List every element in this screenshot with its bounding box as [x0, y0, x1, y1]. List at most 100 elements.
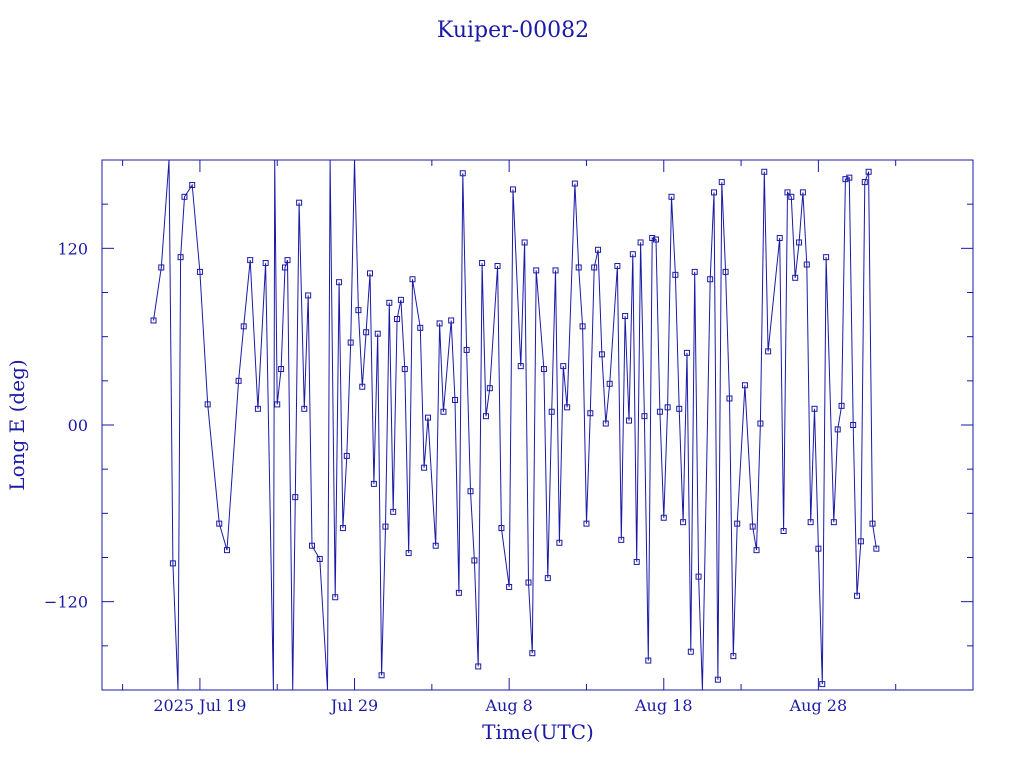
- data-point: [177, 254, 184, 261]
- data-point: [629, 251, 636, 258]
- data-point: [409, 276, 416, 283]
- data-point: [510, 186, 517, 193]
- data-point: [254, 405, 261, 412]
- data-point: [807, 519, 814, 526]
- data-point: [741, 382, 748, 389]
- data-point: [618, 536, 625, 543]
- data-point: [730, 653, 737, 660]
- data-point: [486, 385, 493, 392]
- data-point: [668, 193, 675, 200]
- data-point: [830, 519, 837, 526]
- data-point: [363, 329, 370, 336]
- data-point: [529, 650, 536, 657]
- data-point: [749, 523, 756, 530]
- data-point: [494, 263, 501, 269]
- data-point: [765, 348, 772, 355]
- x-tick-label: Aug 28: [789, 696, 848, 715]
- data-point: [506, 583, 513, 590]
- data-point: [235, 377, 242, 384]
- data-point: [552, 267, 559, 274]
- data-point: [374, 330, 381, 337]
- data-point: [714, 676, 721, 683]
- data-point: [455, 589, 462, 596]
- data-point: [602, 420, 609, 427]
- data-point: [359, 383, 366, 390]
- data-point: [301, 405, 308, 412]
- data-point: [850, 422, 857, 428]
- data-point: [247, 257, 254, 264]
- data-point: [637, 239, 644, 246]
- x-tick-label: 2025 Jul 19: [153, 696, 246, 715]
- data-point: [448, 317, 455, 324]
- data-point: [788, 193, 795, 200]
- x-tick-label: Aug 18: [634, 696, 693, 715]
- data-point: [587, 410, 594, 417]
- data-point: [575, 264, 582, 271]
- data-point: [757, 420, 764, 427]
- data-point: [676, 405, 683, 412]
- data-point: [695, 573, 702, 580]
- data-point: [475, 663, 482, 670]
- data-point: [819, 681, 826, 688]
- data-point: [240, 323, 247, 330]
- data-point: [284, 257, 291, 264]
- data-point: [842, 176, 849, 183]
- data-point: [606, 380, 613, 387]
- data-point: [292, 494, 299, 501]
- x-axis-label: Time(UTC): [482, 720, 594, 744]
- data-point: [316, 555, 323, 562]
- data-point: [811, 405, 818, 412]
- data-point: [355, 307, 362, 314]
- data-point: [799, 189, 806, 196]
- data-point: [517, 363, 524, 370]
- data-point: [649, 235, 656, 242]
- data-point: [540, 366, 547, 373]
- data-point: [525, 579, 532, 586]
- data-point: [467, 488, 474, 495]
- data-point: [436, 320, 443, 327]
- data-point: [579, 323, 586, 330]
- x-axis-ticks: 2025 Jul 19 Jul 29 Aug 8 Aug 18 Aug 28: [122, 160, 897, 715]
- data-point: [498, 525, 505, 532]
- data-point: [463, 346, 470, 353]
- data-point: [397, 296, 404, 303]
- data-point: [595, 246, 602, 253]
- data-point: [660, 514, 667, 521]
- data-point: [734, 520, 741, 527]
- data-point: [583, 520, 590, 527]
- y-axis-ticks: 120 00 −120: [44, 203, 973, 647]
- y-tick-label: −120: [44, 593, 88, 612]
- series-line: [153, 160, 877, 690]
- data-point: [761, 168, 768, 175]
- data-point: [274, 401, 281, 408]
- data-point: [459, 170, 466, 177]
- data-point: [309, 542, 316, 549]
- data-point: [421, 464, 428, 471]
- data-point: [633, 558, 640, 565]
- data-point: [776, 235, 783, 242]
- data-point: [846, 174, 853, 181]
- data-point: [861, 179, 868, 186]
- data-point: [417, 324, 424, 331]
- data-point: [687, 648, 694, 655]
- data-point: [683, 349, 690, 356]
- plot-frame: [101, 159, 974, 691]
- data-point: [544, 575, 551, 582]
- data-point: [367, 270, 373, 277]
- series: [150, 160, 880, 690]
- data-point: [718, 179, 725, 186]
- data-point: [614, 263, 621, 269]
- data-point: [482, 413, 489, 420]
- data-point: [548, 408, 555, 415]
- data-point: [533, 267, 540, 274]
- y-tick-label: 120: [57, 239, 88, 258]
- data-point: [726, 395, 733, 402]
- data-point: [181, 193, 188, 200]
- data-point: [262, 260, 269, 267]
- data-point: [857, 538, 864, 545]
- data-point: [869, 520, 876, 527]
- data-point: [680, 519, 687, 526]
- data-point: [834, 426, 841, 433]
- data-point: [780, 528, 787, 534]
